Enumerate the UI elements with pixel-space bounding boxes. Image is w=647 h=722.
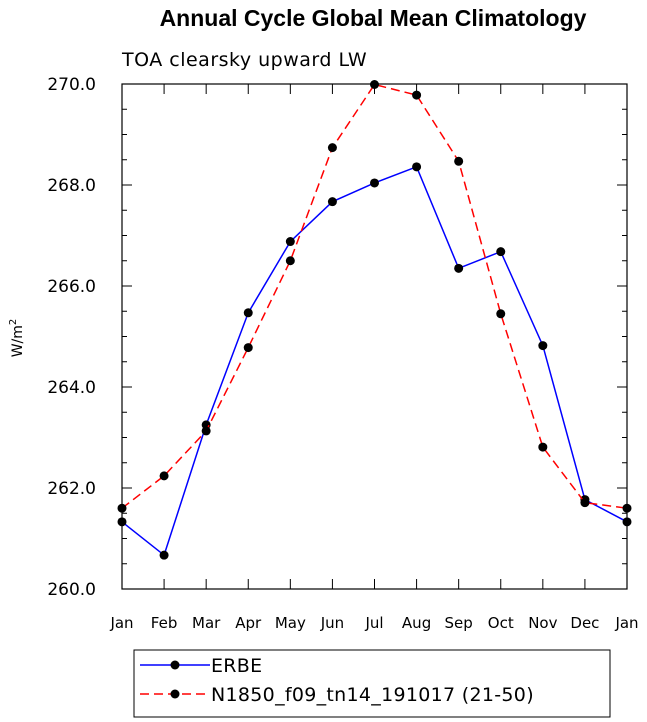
data-point (412, 90, 422, 100)
y-tick-label: 266.0 (47, 277, 96, 297)
x-tick-label: Jan (614, 614, 638, 632)
legend-entry-label: N1850_f09_tn14_191017 (21-50) (211, 684, 534, 706)
data-point (243, 308, 253, 318)
legend-entry-label: ERBE (211, 655, 262, 677)
data-point (496, 247, 506, 257)
chart-subtitle: TOA clearsky upward LW (121, 49, 367, 71)
series-2 (117, 80, 632, 513)
data-point (580, 498, 590, 508)
data-point (159, 550, 169, 560)
data-point (117, 503, 127, 513)
x-tick-label: Jan (109, 614, 133, 632)
legend-marker (170, 660, 180, 670)
data-point (370, 80, 379, 90)
legend-marker (170, 689, 180, 699)
series-line (121, 83, 628, 509)
data-point (117, 517, 127, 527)
axes: 260.0 262.0 264.0 266.0 268.0 270.0 Jan Feb Mar A… (47, 75, 638, 632)
data-point (201, 426, 211, 436)
legend-box (133, 649, 611, 718)
data-point (243, 343, 253, 353)
y-axis-label: W/m2 (8, 319, 26, 358)
data-point (454, 263, 464, 273)
x-tick-label: Dec (570, 614, 599, 632)
y-axis-label-superscript: 2 (8, 319, 19, 325)
x-tick-label: Nov (528, 614, 557, 632)
y-tick-label: 268.0 (47, 176, 96, 196)
data-point (285, 237, 295, 247)
x-tick-label: Apr (235, 614, 262, 632)
x-tick-label: Jun (320, 614, 344, 632)
y-axis-label-text: W/m (10, 325, 26, 357)
y-tick-label: 262.0 (47, 479, 96, 499)
data-point (327, 197, 337, 207)
chart-title: Annual Cycle Global Mean Climatology (160, 5, 587, 31)
data-point (538, 442, 548, 452)
x-tick-label: Jul (364, 614, 383, 632)
x-tick-label: Feb (151, 614, 178, 632)
data-point (622, 517, 632, 527)
data-point (327, 143, 337, 153)
y-tick-label: 264.0 (47, 378, 96, 398)
y-tick-label: 260.0 (47, 580, 96, 600)
legend: ERBE N1850_f09_tn14_191017 (21-50) (133, 649, 611, 718)
data-point (285, 256, 295, 266)
data-point (454, 156, 464, 166)
data-point (538, 341, 548, 351)
x-tick-label: Oct (488, 614, 514, 632)
x-tick-label: May (275, 614, 306, 632)
plot-frame (121, 83, 628, 590)
data-point (370, 178, 379, 188)
series-layer (117, 80, 632, 560)
data-point (159, 471, 169, 481)
x-tick-label: Mar (192, 614, 221, 632)
data-point (496, 309, 506, 319)
data-point (412, 162, 422, 172)
series-1 (117, 162, 632, 560)
x-tick-label: Sep (445, 614, 473, 632)
data-point (622, 503, 632, 513)
series-line (121, 165, 628, 557)
x-tick-label: Aug (402, 614, 431, 632)
y-tick-label: 270.0 (47, 75, 96, 95)
